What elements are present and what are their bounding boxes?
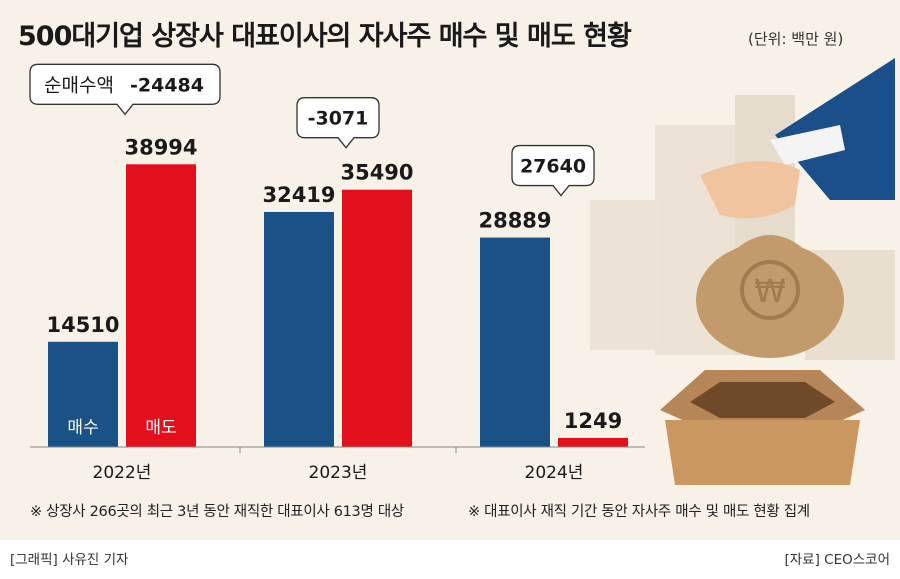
- note-1: ※ 상장사 266곳의 최근 3년 동안 재직한 대표이사 613명 대상: [30, 504, 404, 520]
- bar-sell-0: [126, 164, 196, 447]
- box-illustration: [660, 370, 865, 485]
- chart-area: ₩ 14510 매수 38994 매도 2022년 순매수액 -24484 324193549…: [29, 58, 895, 485]
- footer-credit: [그래픽] 사유진 기자: [10, 552, 129, 568]
- net-value: -24484: [130, 74, 204, 96]
- value-label: 28889: [478, 209, 551, 233]
- bar-buy-1: [264, 211, 334, 447]
- money-bag-illustration: ₩: [696, 58, 895, 358]
- net-bubble-0: [29, 63, 221, 116]
- x-tick-label: 2022년: [93, 463, 152, 483]
- unit-label: (단위: 백만 원): [748, 30, 844, 48]
- chart-title: 500대기업 상장사 대표이사의 자사주 매수 및 매도 현황: [18, 21, 632, 52]
- bar-sell-1: [342, 189, 412, 447]
- won-icon: ₩: [754, 272, 786, 310]
- net-bubble-2: [511, 144, 595, 197]
- value-label: 35490: [340, 161, 413, 185]
- bar-sell-2: [558, 437, 628, 447]
- net-bubble-1: [296, 97, 380, 149]
- net-value: 27640: [520, 156, 586, 178]
- net-value: -3071: [308, 108, 369, 130]
- bar-buy-0: [48, 341, 118, 447]
- x-tick-label: 2024년: [525, 463, 584, 483]
- x-tick-label: 2023년: [309, 463, 368, 483]
- bar-buy-2: [480, 237, 550, 447]
- value-label: 38994: [124, 135, 197, 159]
- value-label: 14510: [46, 313, 119, 337]
- footer-source: [자료] CEO스코어: [784, 552, 890, 568]
- net-label: 순매수액: [44, 74, 114, 96]
- series-label-sell: 매도: [145, 418, 176, 438]
- note-2: ※ 대표이사 재직 기간 동안 자사주 매수 및 매도 현황 집계: [468, 504, 810, 520]
- value-label: 1249: [564, 409, 622, 433]
- value-label: 32419: [262, 183, 335, 207]
- series-label-buy: 매수: [67, 418, 98, 438]
